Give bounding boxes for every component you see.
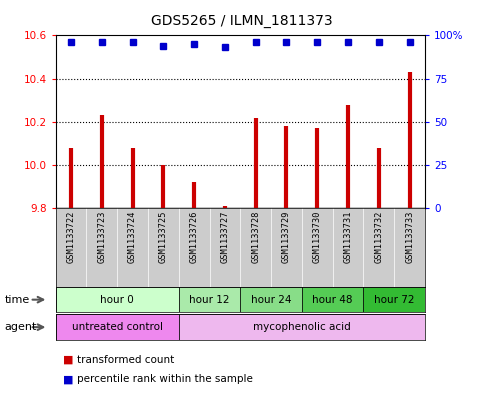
Text: hour 72: hour 72 xyxy=(374,295,414,305)
Text: hour 24: hour 24 xyxy=(251,295,291,305)
Text: agent: agent xyxy=(5,322,37,332)
Text: ■: ■ xyxy=(63,354,73,365)
Text: GSM1133727: GSM1133727 xyxy=(220,211,229,263)
Text: untreated control: untreated control xyxy=(71,322,163,332)
Text: time: time xyxy=(5,295,30,305)
Text: hour 12: hour 12 xyxy=(189,295,230,305)
Text: GSM1133725: GSM1133725 xyxy=(159,211,168,263)
Bar xyxy=(364,287,425,312)
Text: GSM1133733: GSM1133733 xyxy=(405,211,414,263)
Text: hour 48: hour 48 xyxy=(313,295,353,305)
Text: mycophenolic acid: mycophenolic acid xyxy=(253,322,351,332)
Text: GSM1133731: GSM1133731 xyxy=(343,211,353,263)
Bar xyxy=(179,314,425,340)
Text: GDS5265 / ILMN_1811373: GDS5265 / ILMN_1811373 xyxy=(151,14,332,28)
Text: GSM1133722: GSM1133722 xyxy=(67,211,75,263)
Text: GSM1133728: GSM1133728 xyxy=(251,211,260,263)
Text: GSM1133723: GSM1133723 xyxy=(97,211,106,263)
Text: GSM1133730: GSM1133730 xyxy=(313,211,322,263)
Bar xyxy=(241,287,302,312)
Text: GSM1133726: GSM1133726 xyxy=(190,211,199,263)
Bar xyxy=(56,287,179,312)
Bar xyxy=(179,287,240,312)
Text: GSM1133724: GSM1133724 xyxy=(128,211,137,263)
Text: hour 0: hour 0 xyxy=(100,295,134,305)
Bar xyxy=(302,287,364,312)
Text: ■: ■ xyxy=(63,374,73,384)
Bar xyxy=(56,314,179,340)
Text: percentile rank within the sample: percentile rank within the sample xyxy=(77,374,253,384)
Text: transformed count: transformed count xyxy=(77,354,174,365)
Text: GSM1133729: GSM1133729 xyxy=(282,211,291,263)
Text: GSM1133732: GSM1133732 xyxy=(374,211,384,263)
